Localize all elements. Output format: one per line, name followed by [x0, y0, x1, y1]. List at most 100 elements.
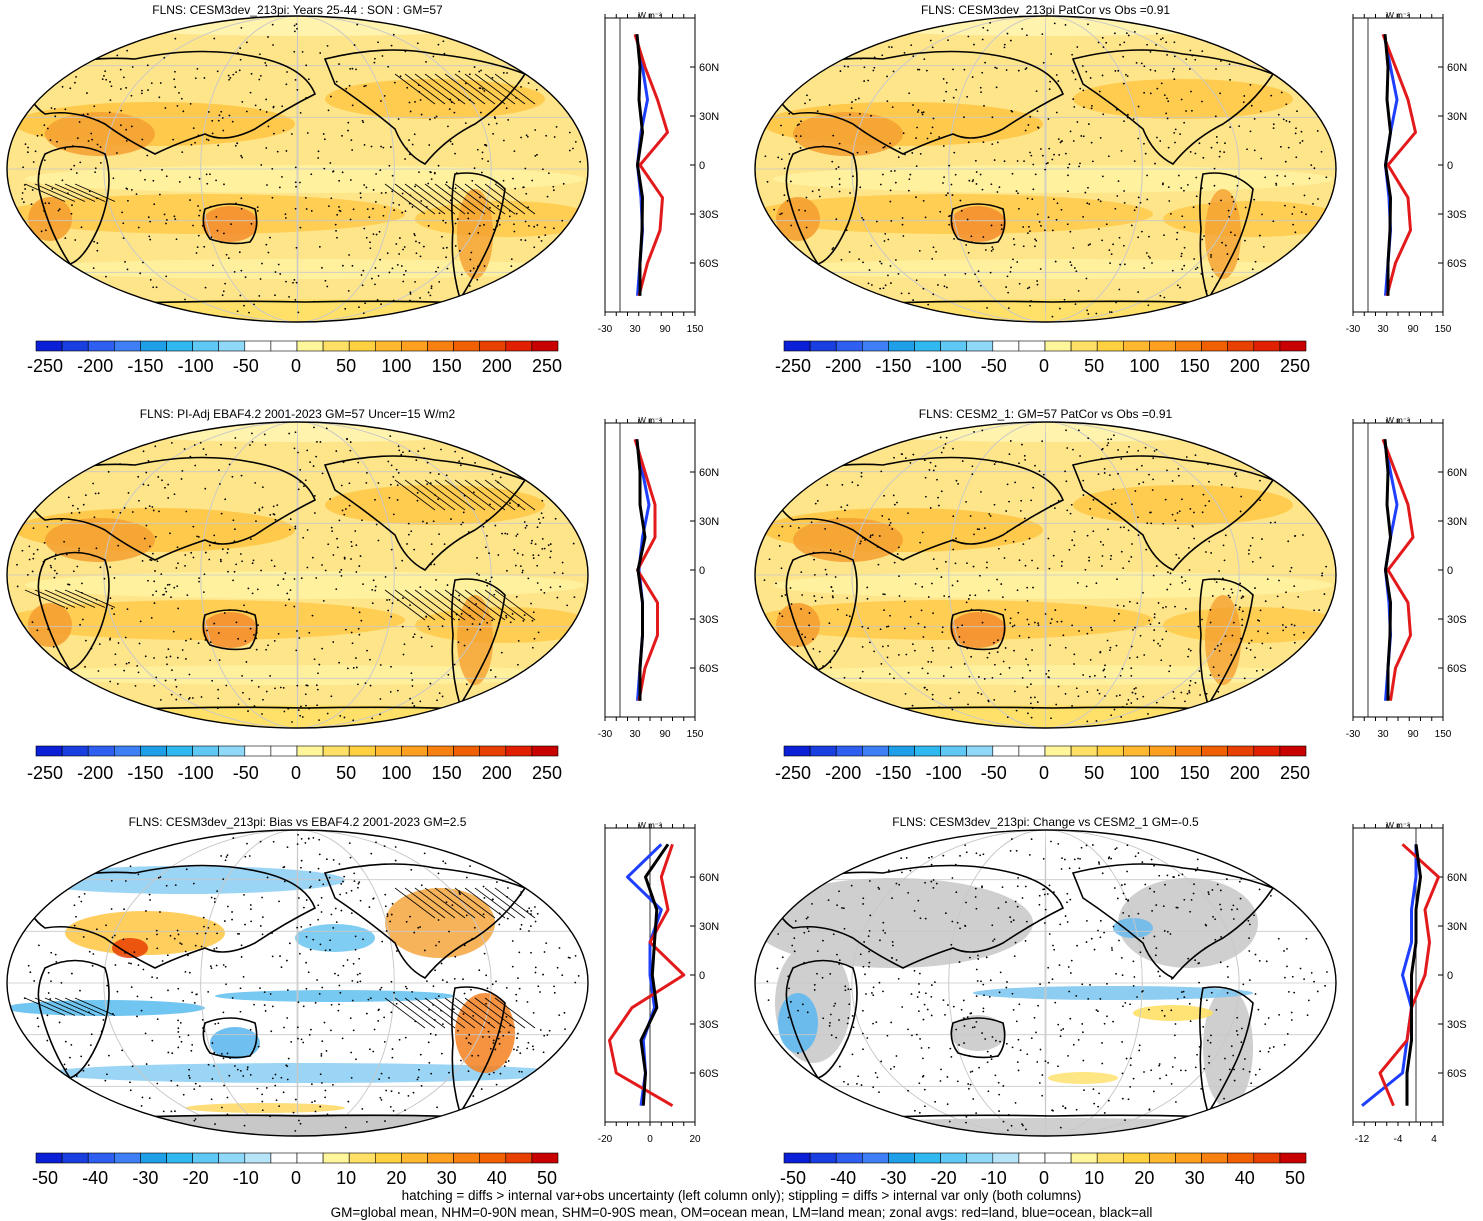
stipple-dot: [813, 983, 816, 986]
stipple-dot: [444, 221, 447, 224]
stipple-dot: [1115, 972, 1117, 975]
stipple-dot: [86, 113, 89, 116]
stipple-dot: [247, 710, 249, 712]
colorbar-swatch: [166, 340, 193, 352]
stipple-dot: [516, 1049, 518, 1052]
stipple-dot: [1091, 844, 1094, 846]
stipple-dot: [198, 580, 200, 583]
stipple-dot: [1119, 674, 1122, 677]
stipple-dot: [977, 270, 980, 273]
stipple-dot: [918, 249, 921, 252]
stipple-dot: [793, 937, 796, 940]
stipple-dot: [834, 576, 837, 578]
stipple-dot: [239, 47, 242, 50]
stipple-dot: [788, 112, 791, 115]
stipple-dot: [392, 475, 395, 478]
stipple-dot: [1163, 94, 1166, 97]
stipple-dot: [880, 262, 883, 265]
colorbar-swatch: [914, 1152, 941, 1164]
stipple-dot: [520, 86, 522, 88]
stipple-dot: [193, 1088, 196, 1091]
stipple-dot: [1003, 557, 1006, 559]
stipple-dot: [1248, 1070, 1251, 1073]
stipple-dot: [861, 645, 864, 648]
graticule-meridian: [948, 16, 1143, 322]
stipple-dot: [92, 953, 95, 955]
stipple-dot: [1125, 1057, 1128, 1060]
stipple-dot: [369, 247, 372, 250]
stipple-dot: [1230, 1045, 1233, 1048]
stipple-dot: [341, 171, 344, 174]
zonal-unit-label: W m⁻²: [1386, 12, 1410, 20]
stipple-dot: [888, 518, 890, 521]
stipple-dot: [975, 907, 978, 910]
stipple-dot: [1135, 206, 1138, 209]
stipple-dot: [32, 553, 35, 555]
stipple-dot: [305, 704, 307, 707]
colorbar-swatch: [505, 1152, 533, 1164]
stipple-dot: [1149, 623, 1152, 626]
stipple-dot: [1065, 429, 1067, 432]
stipple-dot: [223, 612, 226, 614]
colorbar-swatch: [992, 1152, 1020, 1164]
stipple-dot: [79, 623, 81, 626]
stipple-dot: [188, 697, 191, 699]
stipple-dot: [532, 611, 535, 614]
stipple-dot: [894, 259, 897, 261]
stipple-dot: [1234, 234, 1236, 237]
stipple-dot: [348, 482, 351, 485]
stipple-dot: [1143, 654, 1146, 656]
stipple-dot: [1089, 507, 1092, 510]
stipple-dot: [505, 1061, 507, 1064]
stipple-dot: [1103, 1112, 1106, 1114]
hatch-line: [454, 589, 496, 621]
stipple-dot: [1154, 162, 1156, 165]
stipple-dot: [377, 1020, 380, 1022]
stipple-dot: [79, 989, 81, 992]
stipple-dot: [260, 569, 262, 572]
stipple-dot: [898, 147, 901, 150]
stipple-dot: [153, 657, 155, 659]
stipple-dot: [1231, 591, 1234, 594]
stipple-dot: [1087, 313, 1090, 315]
stipple-dot: [1169, 933, 1172, 935]
stipple-dot: [363, 227, 366, 230]
stipple-dot: [189, 638, 192, 640]
stipple-dot: [129, 1081, 131, 1084]
stipple-dot: [308, 886, 311, 889]
stipple-dot: [1064, 646, 1067, 649]
stipple-dot: [423, 447, 426, 450]
colorbar-swatch: [35, 1152, 63, 1164]
stipple-dot: [1278, 579, 1280, 582]
stipple-dot: [1017, 611, 1020, 614]
colorbar-swatch: [888, 1152, 915, 1164]
stipple-dot: [967, 251, 970, 254]
stipple-dot: [414, 234, 416, 237]
stipple-dot: [330, 526, 333, 529]
stipple-dot: [1326, 971, 1328, 973]
stipple-dot: [868, 965, 870, 968]
stipple-dot: [991, 924, 994, 927]
stipple-dot: [116, 54, 119, 57]
stipple-dot: [1249, 130, 1252, 133]
hatch-line: [444, 997, 486, 1029]
stipple-dot: [1133, 976, 1136, 978]
stipple-dot: [220, 855, 223, 857]
stipple-dot: [237, 703, 240, 706]
stipple-dot: [898, 883, 901, 886]
stipple-dot: [1034, 245, 1036, 248]
stipple-dot: [1232, 621, 1235, 624]
stipple-dot: [274, 687, 276, 690]
stipple-dot: [320, 1053, 323, 1055]
colorbar-tick-label: -100: [925, 356, 962, 376]
stipple-dot: [446, 584, 449, 586]
stipple-dot: [1288, 120, 1291, 123]
stipple-dot: [491, 983, 494, 986]
stipple-dot: [194, 944, 197, 947]
stipple-dot: [859, 677, 862, 680]
stipple-dot: [463, 644, 466, 647]
stipple-dot: [283, 866, 286, 868]
stipple-dot: [1086, 919, 1088, 922]
stipple-dot: [350, 540, 353, 543]
stipple-dot: [1077, 1039, 1080, 1041]
